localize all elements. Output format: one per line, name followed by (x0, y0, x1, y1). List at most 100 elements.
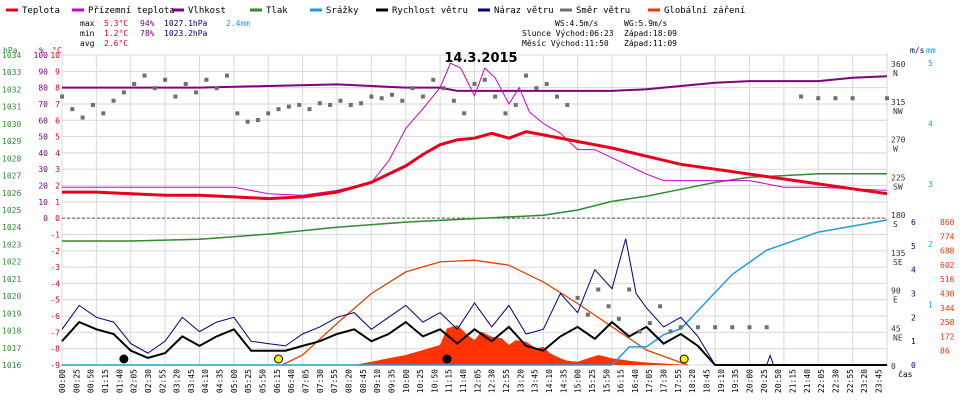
tick-c: 10 (50, 51, 60, 60)
wind-dir-point (658, 304, 663, 309)
tick-x: 23:45 (874, 369, 883, 393)
wind-dir-point (255, 118, 260, 123)
tick-c: -3 (50, 263, 60, 272)
tick-x: 00:00 (58, 369, 67, 393)
chart-title: 14.3.2015 (444, 51, 517, 66)
tick-dir-label: N (893, 69, 898, 78)
tick-pct: 90 (38, 67, 48, 76)
wind-speed-line (61, 320, 887, 366)
tick-x: 07:55 (330, 369, 339, 393)
legend-label-vlhkost: Vlhkost (188, 6, 226, 16)
tick-x: 22:30 (831, 369, 840, 393)
tick-wm2: 86 (940, 347, 950, 356)
tick-x: 00:25 (72, 369, 81, 393)
tick-c: -7 (50, 328, 60, 337)
wind-dir-point (678, 325, 683, 330)
tick-x: 02:30 (144, 369, 153, 393)
tick-mm: 1 (928, 301, 933, 310)
tick-wm2: 344 (940, 304, 955, 313)
tick-pct: 10 (38, 198, 48, 207)
tick-pct: 80 (38, 84, 48, 93)
stat-max-rain: 2.4mm (226, 19, 250, 28)
wind-dir-point (441, 86, 446, 91)
wind-dir-point (534, 86, 539, 91)
wind-dir-point (266, 111, 271, 116)
tick-x: 18:45 (703, 369, 712, 393)
tick-x: 20:25 (760, 369, 769, 393)
wind-dir-point (493, 94, 498, 99)
legend-label-tlak: Tlak (266, 6, 288, 16)
marker-black (119, 354, 129, 364)
tick-dir-label: E (893, 296, 898, 305)
tick-x: 19:35 (731, 369, 740, 393)
wind-dir-point (431, 77, 436, 82)
tick-hpa: 1018 (2, 327, 21, 336)
tick-hpa: 1029 (2, 137, 21, 146)
tick-hpa: 1016 (2, 361, 21, 370)
tick-c: -4 (50, 279, 60, 288)
tick-ms: 4 (911, 266, 916, 275)
tick-wm2: 774 (940, 232, 955, 241)
tick-ms: 0 (911, 361, 916, 370)
wind-dir-point (695, 325, 700, 330)
tick-ms: 5 (911, 242, 916, 251)
tick-hpa: 1017 (2, 344, 21, 353)
wind-dir-point (152, 86, 157, 91)
tick-x: 10:50 (430, 369, 439, 393)
tick-x: 06:40 (287, 369, 296, 393)
tick-x: 10:25 (416, 369, 425, 393)
tick-dir-label: S (893, 220, 898, 229)
wind-dir-point (575, 295, 580, 300)
wind-dir-point (121, 90, 126, 95)
tick-hpa: 1027 (2, 172, 21, 181)
legend: Teplota Přízemní teplota Vlhkost Tlak Srážky… (6, 6, 745, 16)
wind-dir-point (379, 96, 384, 101)
wind-dir-point (338, 98, 343, 103)
info-slunce-zapad: Západ:18:09 (624, 29, 677, 38)
tick-x: 05:50 (259, 369, 268, 393)
tick-hpa: 1031 (2, 103, 21, 112)
wind-dir-point (637, 329, 642, 334)
wind-dir-point (369, 94, 374, 99)
tick-x: 04:35 (216, 369, 225, 393)
info-mesic: Měsíc Východ:11:50 (522, 39, 609, 48)
wind-dir-point (524, 73, 529, 78)
feels-temp-line (62, 62, 888, 196)
stat-max-label: max (80, 19, 95, 28)
tick-x: 20:50 (774, 369, 783, 393)
wind-dir-point (503, 111, 508, 116)
tick-x: 14:10 (545, 369, 554, 393)
tick-hpa: 1024 (2, 223, 21, 232)
tick-x: 11:15 (445, 369, 454, 393)
wind-dir-point (214, 86, 219, 91)
tick-c: 4 (55, 149, 60, 158)
marker-black (442, 354, 452, 364)
wind-dir-point (747, 325, 752, 330)
wind-dir-point (833, 96, 838, 101)
wind-dir-point (462, 111, 467, 116)
tick-c: 9 (55, 67, 60, 76)
tick-x: 22:55 (846, 369, 855, 393)
wind-dir-point (799, 94, 804, 99)
info-ws: WS:4.5m/s (555, 19, 599, 28)
tick-x: 19:10 (717, 369, 726, 393)
tick-dir-deg: 90 (891, 287, 901, 296)
marker-yellow (679, 354, 689, 364)
grid (61, 54, 888, 366)
wind-dir-point (101, 111, 106, 116)
tick-c: -9 (50, 361, 60, 370)
tick-hpa: 1025 (2, 206, 21, 215)
wind-dir-point (142, 73, 147, 78)
wind-dir-point (400, 98, 405, 103)
axes: hPa% °C1034103310321031103010291028102710… (2, 46, 955, 393)
tick-x: 21:15 (788, 369, 797, 393)
tick-hpa: 1021 (2, 275, 21, 284)
tick-x: 06:15 (273, 369, 282, 393)
tick-c: 0 (55, 214, 60, 223)
wind-dir-point (286, 104, 291, 109)
wind-dir-point (585, 312, 590, 317)
tick-c: 7 (55, 100, 60, 109)
wind-dir-point (297, 102, 302, 107)
stat-avg-temp: 2.6°C (104, 39, 128, 48)
